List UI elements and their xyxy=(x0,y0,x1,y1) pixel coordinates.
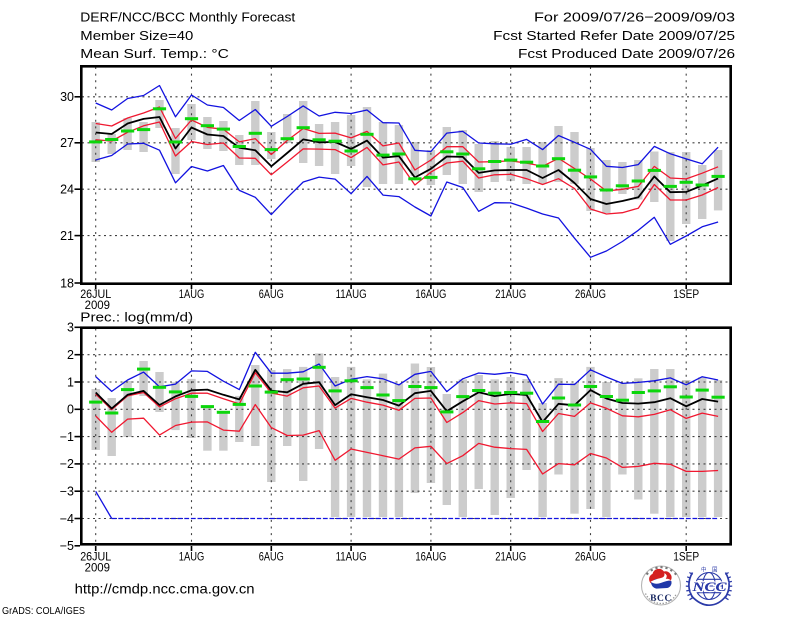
svg-text:21: 21 xyxy=(60,229,74,243)
svg-text:−3: −3 xyxy=(60,485,74,499)
svg-text:1AUG: 1AUG xyxy=(179,552,205,564)
svg-text:http://cmdp.ncc.cma.gov.cn: http://cmdp.ncc.cma.gov.cn xyxy=(75,581,255,597)
svg-text:30: 30 xyxy=(60,90,74,104)
svg-text:−2: −2 xyxy=(60,457,74,471)
svg-text:6AUG: 6AUG xyxy=(259,289,284,301)
svg-text:3: 3 xyxy=(67,321,74,335)
svg-text:中: 中 xyxy=(701,566,707,574)
svg-text:1AUG: 1AUG xyxy=(179,289,205,301)
svg-text:2: 2 xyxy=(67,348,74,362)
svg-text:NCC: NCC xyxy=(691,579,727,594)
svg-text:For 2009/07/26−2009/09/03: For 2009/07/26−2009/09/03 xyxy=(534,10,735,25)
svg-text:Fcst Started Refer Date 2009/0: Fcst Started Refer Date 2009/07/25 xyxy=(493,28,735,43)
svg-text:27: 27 xyxy=(60,136,74,150)
svg-text:1: 1 xyxy=(67,375,74,389)
svg-text:2009: 2009 xyxy=(85,300,110,312)
svg-text:Mean Surf. Temp.: °C: Mean Surf. Temp.: °C xyxy=(80,46,229,61)
svg-text:2009: 2009 xyxy=(85,563,110,575)
svg-text:26JUL: 26JUL xyxy=(80,289,112,301)
svg-text:1SEP: 1SEP xyxy=(673,552,699,564)
svg-text:BCC: BCC xyxy=(650,594,672,604)
svg-text:11AUG: 11AUG xyxy=(336,552,367,564)
svg-text:NCC: NCC xyxy=(691,579,727,594)
svg-text:18: 18 xyxy=(60,276,74,290)
svg-text:−1: −1 xyxy=(60,430,74,444)
svg-text:−5: −5 xyxy=(60,539,74,553)
svg-text:16AUG: 16AUG xyxy=(415,289,446,301)
svg-text:Fcst Produced Date 2009/07/26: Fcst Produced Date 2009/07/26 xyxy=(518,46,735,61)
svg-text:6AUG: 6AUG xyxy=(259,552,284,564)
svg-text:24: 24 xyxy=(60,183,74,197)
svg-text:−4: −4 xyxy=(60,512,74,526)
svg-text:0: 0 xyxy=(67,403,74,417)
svg-text:DERF/NCC/BCC Monthly Forecast: DERF/NCC/BCC Monthly Forecast xyxy=(80,10,295,25)
svg-text:Member Size=40: Member Size=40 xyxy=(80,28,193,43)
svg-text:11AUG: 11AUG xyxy=(336,289,367,301)
svg-text:Prec.: log(mm/d): Prec.: log(mm/d) xyxy=(80,310,193,325)
svg-text:21AUG: 21AUG xyxy=(495,289,526,301)
svg-text:国: 国 xyxy=(712,567,718,574)
svg-text:21AUG: 21AUG xyxy=(495,552,526,564)
svg-text:26AUG: 26AUG xyxy=(575,552,606,564)
svg-text:16AUG: 16AUG xyxy=(415,552,446,564)
svg-text:26AUG: 26AUG xyxy=(575,289,606,301)
svg-text:GrADS: COLA/IGES: GrADS: COLA/IGES xyxy=(2,606,85,617)
svg-text:26JUL: 26JUL xyxy=(80,552,112,564)
svg-text:1SEP: 1SEP xyxy=(673,289,699,301)
